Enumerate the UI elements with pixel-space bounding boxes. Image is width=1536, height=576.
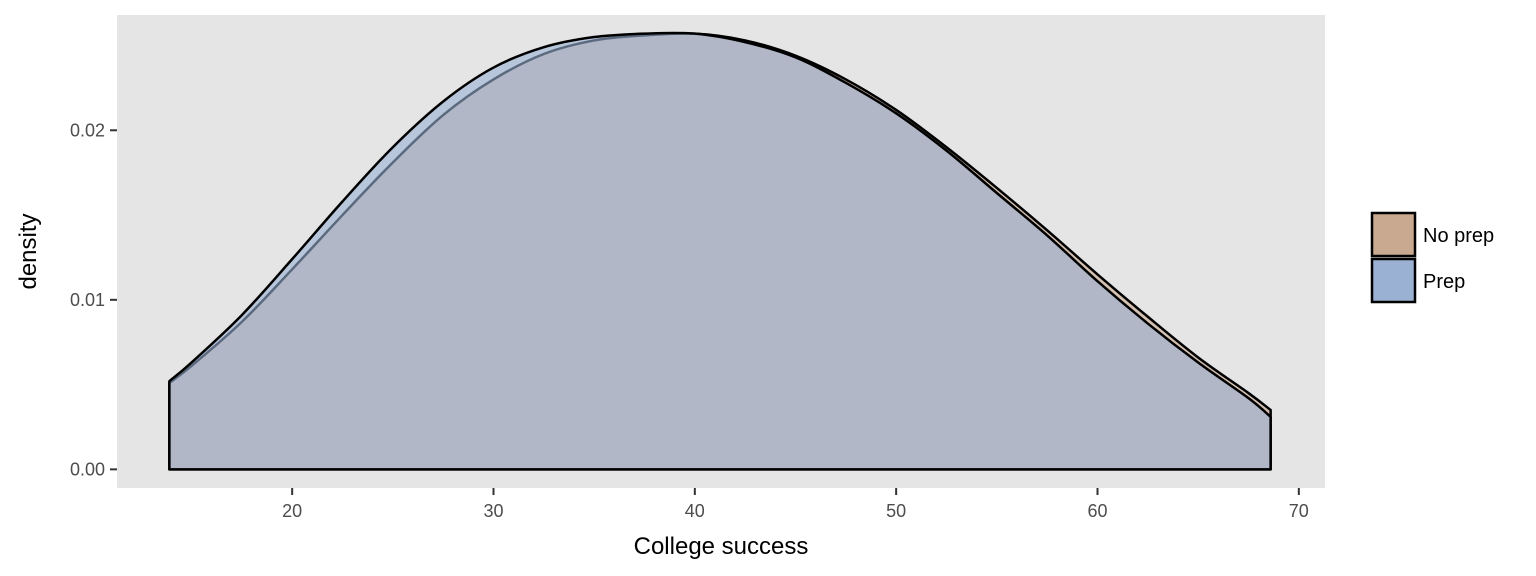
x-tick-label: 20	[282, 501, 302, 521]
x-tick-label: 70	[1289, 501, 1309, 521]
legend-label: Prep	[1423, 271, 1465, 293]
x-tick-label: 30	[483, 501, 503, 521]
x-axis: 20 30 40 50 60 70	[282, 488, 1309, 521]
density-areas	[168, 31, 1272, 471]
y-tick-label: 0.00	[70, 459, 105, 479]
legend-key-prep	[1370, 257, 1417, 304]
x-axis-title: College success	[634, 533, 809, 560]
x-tick-label: 60	[1087, 501, 1107, 521]
y-tick-label: 0.02	[70, 120, 105, 140]
density-area-prep	[168, 31, 1272, 471]
legend-key-no-prep	[1370, 211, 1417, 258]
x-tick-label: 40	[685, 501, 705, 521]
legend-label: No prep	[1423, 225, 1494, 247]
y-axis: 0.00 0.01 0.02	[70, 120, 117, 479]
legend: No prep Prep	[1370, 211, 1494, 304]
x-tick-label: 50	[886, 501, 906, 521]
y-tick-label: 0.01	[70, 290, 105, 310]
y-axis-title: density	[15, 213, 42, 289]
